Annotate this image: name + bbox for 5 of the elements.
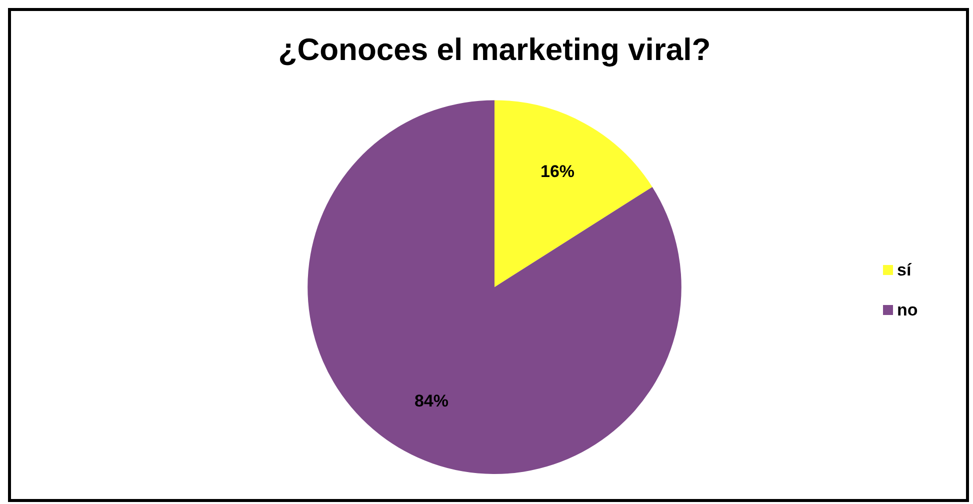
data-label: 16% xyxy=(540,162,575,182)
data-label: 84% xyxy=(414,391,448,410)
legend-label: sí xyxy=(897,260,912,280)
chart-title: ¿Conoces el marketing viral? xyxy=(278,32,711,68)
legend-label: no xyxy=(897,300,918,320)
